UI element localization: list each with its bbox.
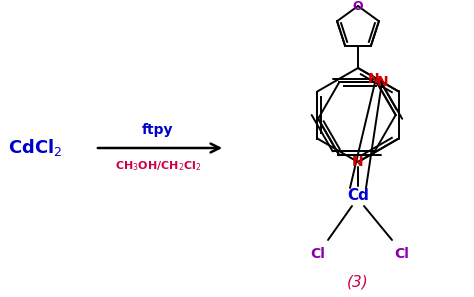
Text: ftpy: ftpy bbox=[142, 123, 174, 137]
Text: Cl: Cl bbox=[394, 247, 410, 261]
Text: Cl: Cl bbox=[310, 247, 326, 261]
Text: (3): (3) bbox=[347, 274, 369, 290]
Text: O: O bbox=[353, 0, 363, 12]
Text: N: N bbox=[352, 155, 364, 169]
Text: N: N bbox=[368, 72, 380, 86]
Text: N: N bbox=[376, 75, 388, 89]
Text: CH$_3$OH/CH$_2$Cl$_2$: CH$_3$OH/CH$_2$Cl$_2$ bbox=[115, 159, 201, 173]
Text: CdCl$_2$: CdCl$_2$ bbox=[8, 138, 63, 159]
Text: Cd: Cd bbox=[347, 189, 369, 203]
